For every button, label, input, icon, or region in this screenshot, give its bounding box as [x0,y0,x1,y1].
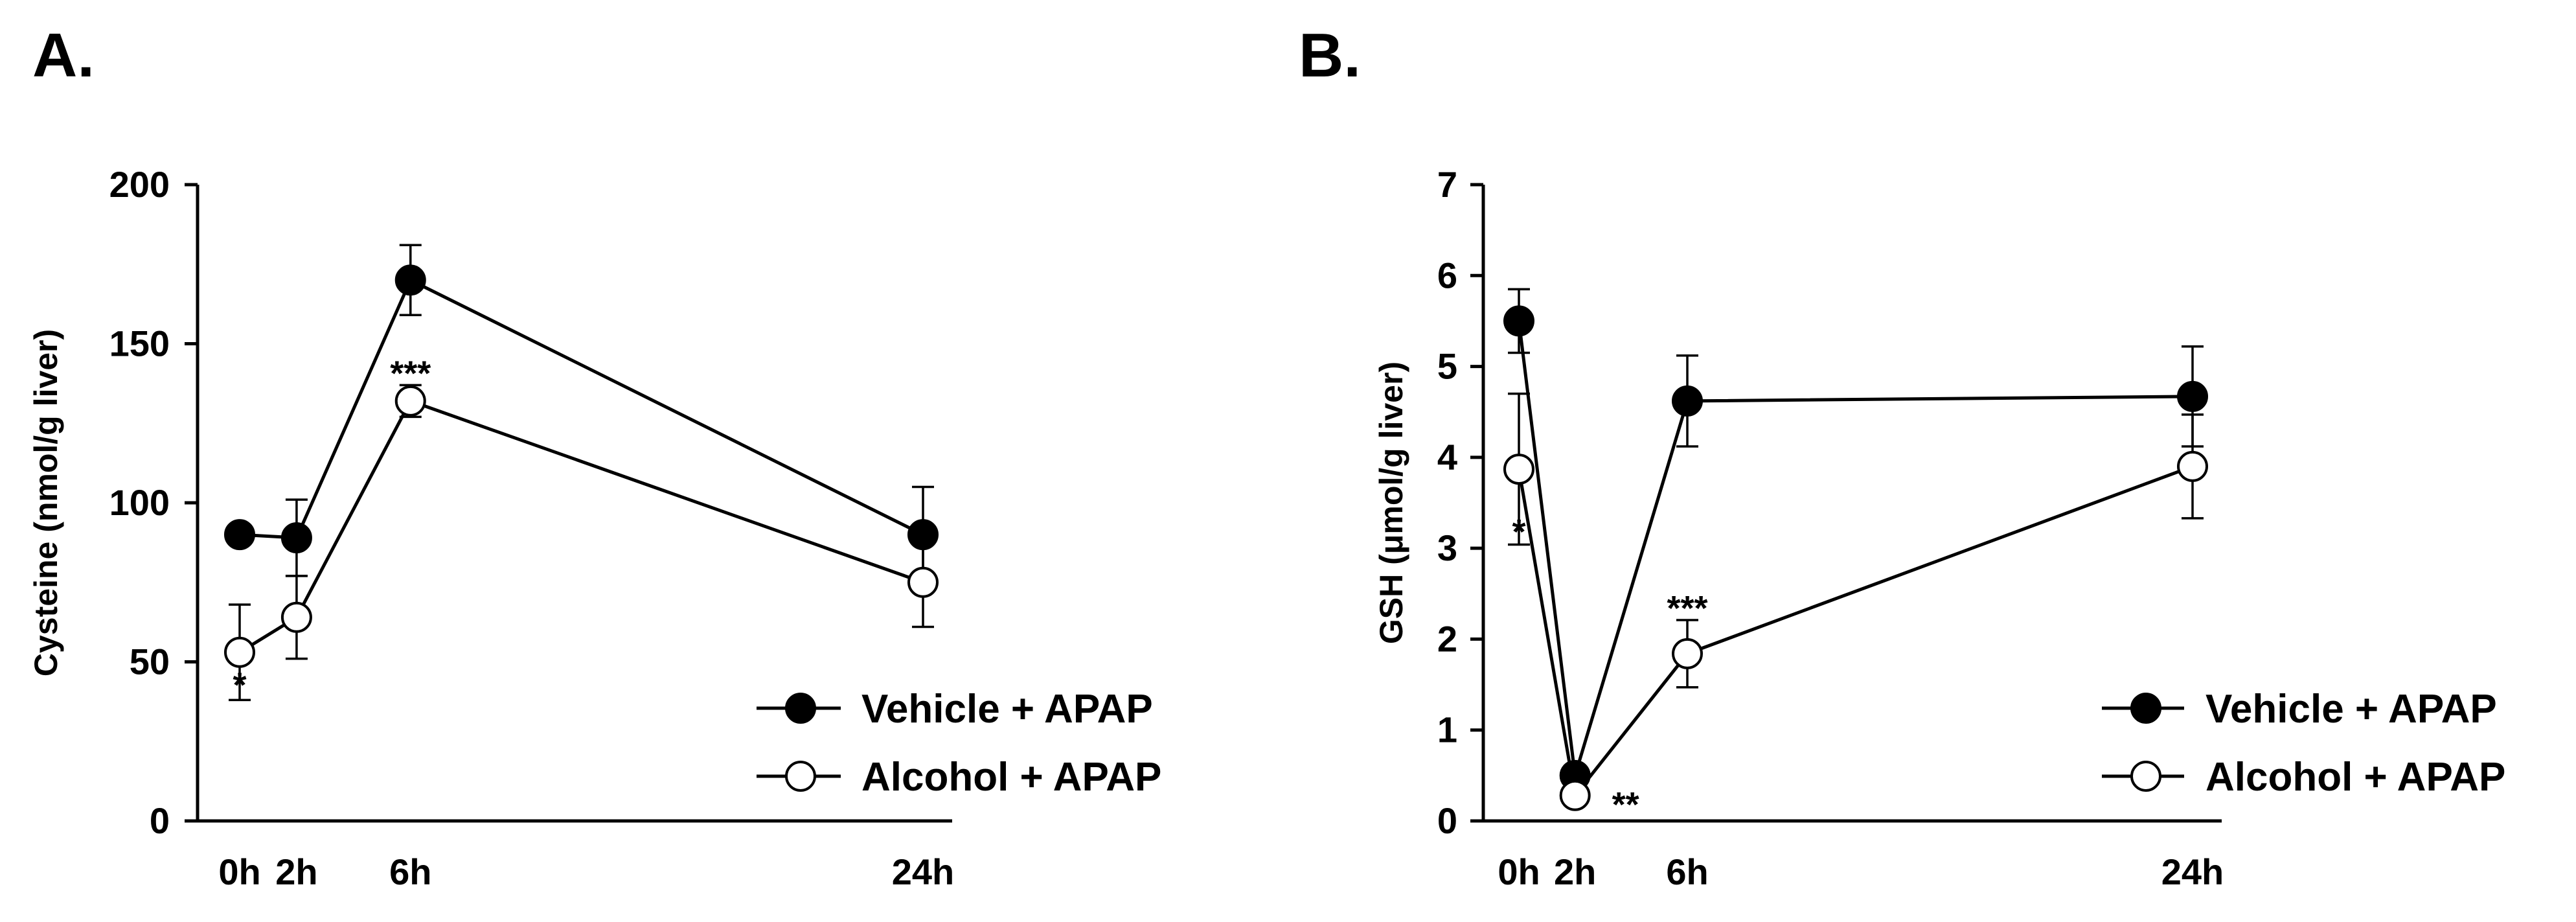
data-point-alcohol-apap-6h [1672,638,1703,669]
data-point-alcohol-apap-24h [907,566,939,598]
y-tick-label: 6 [1437,255,1457,295]
legend: Vehicle + APAP Alcohol + APAP [2102,687,2505,800]
data-point-vehicle-apap-6h [1672,385,1703,417]
x-tick-label: 6h [389,851,431,892]
x-tick-label: 6h [1666,851,1708,892]
y-axis-label: GSH (μmol/g liver) [1373,362,1409,644]
series-vehicle-apap [224,244,939,584]
series-vehicle-apap [1503,288,2208,791]
series-alcohol-apap [1503,392,2208,811]
legend-marker [2130,761,2161,792]
data-point-alcohol-apap-2h [280,601,312,633]
x-tick-label: 2h [1554,851,1596,892]
y-tick-label: 5 [1437,346,1457,387]
x-tick-label: 0h [218,851,260,892]
legend-marker [785,693,816,724]
y-tick-label: 200 [109,164,170,205]
y-tick-label: 150 [109,323,170,364]
y-tick-label: 0 [1437,800,1457,841]
series-line-vehicle-apap [239,277,924,540]
significance-marker: *** [1667,589,1707,628]
data-point-vehicle-apap-2h [280,522,312,554]
y-tick-label: 3 [1437,527,1457,568]
significance-marker: *** [390,354,431,393]
series-alcohol-apap [224,384,939,702]
series-line-alcohol-apap [1517,465,2193,800]
legend-label: Alcohol + APAP [2206,755,2505,800]
y-axis-label: Cysteine (nmol/g liver) [28,329,64,676]
y-tick-label: 4 [1437,437,1457,478]
data-point-vehicle-apap-24h [2177,380,2208,412]
legend-label: Vehicle + APAP [861,687,1153,732]
data-point-vehicle-apap-6h [394,264,426,296]
panel-letter: A. [32,21,95,90]
y-tick-label: 2 [1437,618,1457,659]
x-tick-label: 2h [275,851,317,892]
legend-marker [785,761,816,792]
data-point-alcohol-apap-0h [1503,454,1534,485]
panel-a-cysteine-chart: A. 0 50 100 150 200 0h 2h 6h 24h Cysteine (nmol/g … [28,21,1161,892]
y-tick-label: 1 [1437,709,1457,750]
legend: Vehicle + APAP Alcohol + APAP [757,687,1161,800]
legend-label: Alcohol + APAP [861,755,1161,800]
series-line-alcohol-apap [238,398,924,654]
y-tick-label: 50 [130,641,170,682]
data-point-alcohol-apap-6h [394,385,426,417]
significance-marker: * [233,666,246,705]
x-tick-label: 24h [892,851,955,892]
legend-label: Vehicle + APAP [2206,687,2497,732]
y-tick-label: 0 [150,800,170,841]
data-point-vehicle-apap-0h [1503,305,1534,337]
significance-marker: ** [1612,785,1639,824]
data-point-alcohol-apap-2h [1559,779,1591,811]
y-tick-label: 7 [1437,164,1457,205]
x-tick-label: 24h [2161,851,2224,892]
legend-marker [2130,693,2161,724]
panel-letter: B. [1299,21,1361,90]
data-point-vehicle-apap-0h [224,519,255,551]
y-tick-label: 100 [109,482,170,523]
data-point-alcohol-apap-24h [2177,450,2208,482]
significance-marker: * [1512,513,1525,551]
data-point-alcohol-apap-0h [224,636,255,668]
x-tick-label: 0h [1498,851,1540,892]
series-line-vehicle-apap [1517,321,2193,776]
